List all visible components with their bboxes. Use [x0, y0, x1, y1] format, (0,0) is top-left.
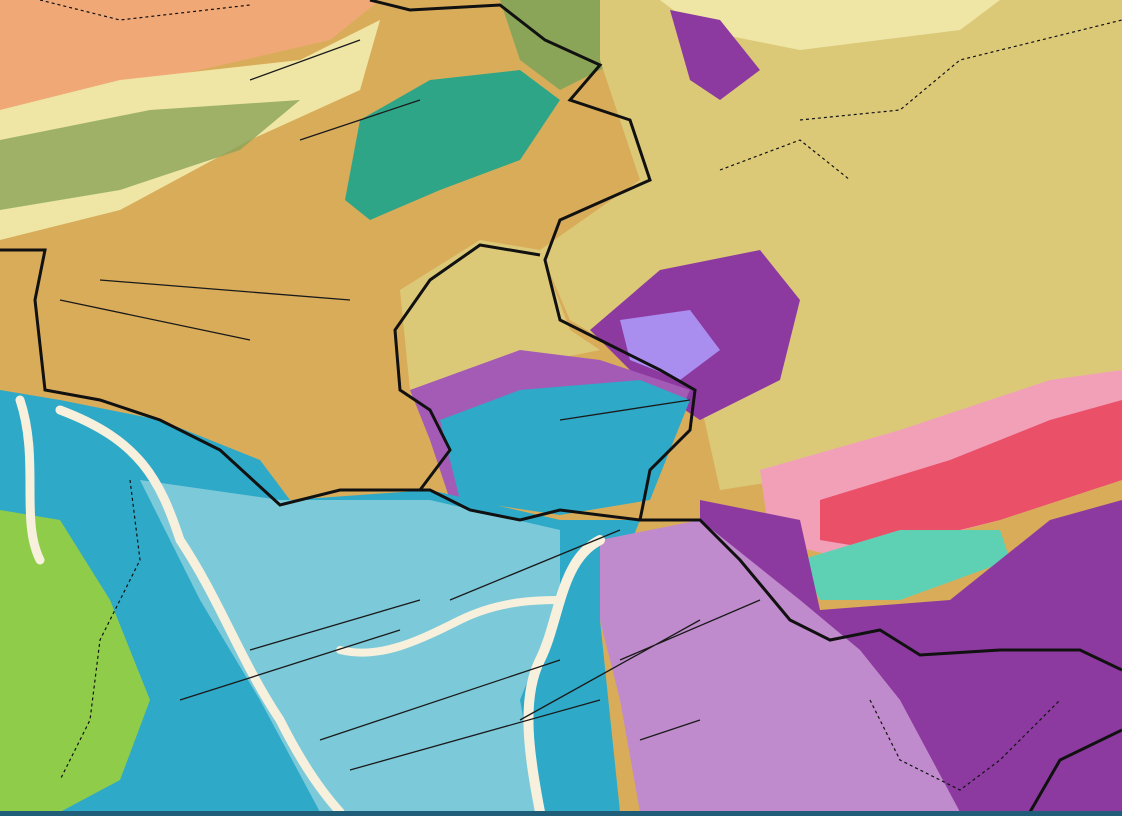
province-border [393, 243, 541, 491]
unit-purple-north [670, 10, 760, 100]
river [523, 535, 605, 812]
unit-aqua [800, 530, 1010, 600]
province-border [1028, 728, 1122, 812]
river [336, 596, 564, 657]
river [15, 395, 345, 812]
unit-olive-bands [0, 100, 300, 210]
fault-lines [59, 39, 761, 771]
province-border [0, 248, 641, 522]
unit-orange-nw [0, 0, 380, 110]
rivers [15, 395, 605, 812]
province-border [369, 0, 1122, 672]
unit-cyan-center [440, 380, 690, 515]
unit-lilac-south [600, 520, 960, 812]
fault-line [59, 39, 761, 771]
unit-pale-yellow-ne [660, 0, 1000, 50]
unit-red-pink [820, 400, 1122, 550]
county-border [39, 0, 1122, 791]
bottom-strip [0, 811, 1122, 816]
unit-lime-green [0, 510, 150, 812]
